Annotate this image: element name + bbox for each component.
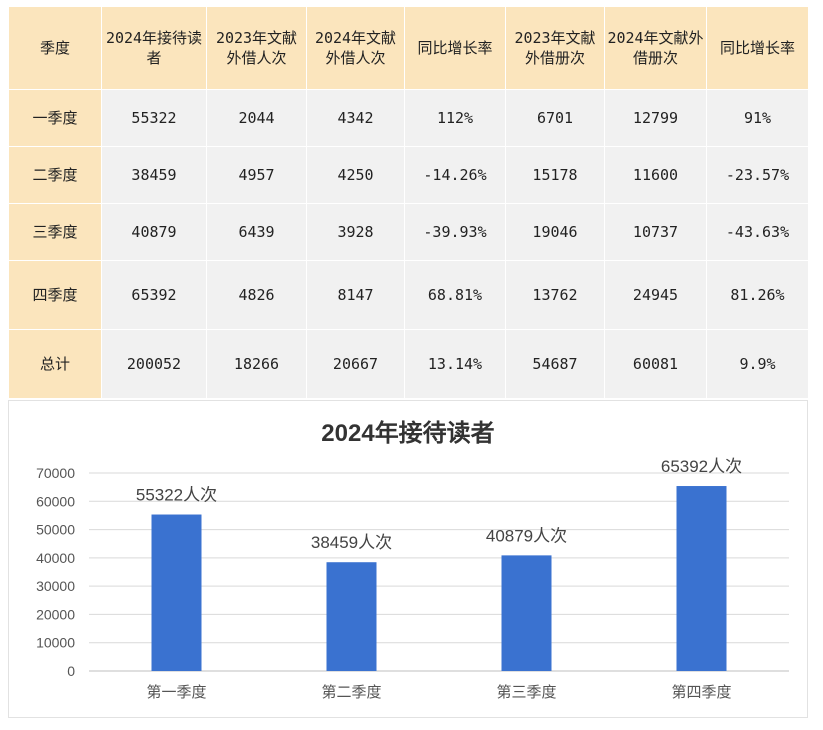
- chart-title: 2024年接待读者: [321, 419, 494, 447]
- table-cell: 15178: [505, 146, 605, 204]
- table-cell: 13.14%: [404, 329, 506, 399]
- y-tick-label: 0: [67, 663, 75, 679]
- table-cell: 4250: [306, 146, 405, 204]
- table-cell: 11600: [604, 146, 707, 204]
- header-cell: 2023年文献外借册次: [505, 6, 605, 90]
- chart-y-axis: 0 10000 20000 30000 40000 50000 60000 70000: [36, 465, 75, 679]
- table-cell: 20667: [306, 329, 405, 399]
- table-cell: 9.9%: [706, 329, 809, 399]
- header-cell: 2024年文献外借人次: [306, 6, 405, 90]
- header-cell: 2024年接待读者: [101, 6, 207, 90]
- table-cell: 55322: [101, 89, 207, 147]
- x-tick-label: 第二季度: [321, 683, 381, 701]
- table-cell: 6701: [505, 89, 605, 147]
- data-label: 55322人次: [136, 486, 217, 505]
- table-cell: -39.93%: [404, 203, 506, 261]
- x-tick-label: 第四季度: [671, 683, 731, 701]
- header-cell: 2023年文献外借人次: [206, 6, 307, 90]
- table-row-total: 总计 200052 18266 20667 13.14% 54687 60081…: [8, 329, 809, 399]
- table-row: 一季度 55322 2044 4342 112% 6701 12799 91%: [8, 89, 809, 147]
- header-cell: 季度: [8, 6, 102, 90]
- x-tick-label: 第三季度: [496, 683, 556, 701]
- y-tick-label: 10000: [36, 635, 75, 651]
- table-cell: 13762: [505, 260, 605, 330]
- table-cell: 4826: [206, 260, 307, 330]
- row-label-cell: 一季度: [8, 89, 102, 147]
- table-row: 二季度 38459 4957 4250 -14.26% 15178 11600 …: [8, 146, 809, 204]
- table-cell: 19046: [505, 203, 605, 261]
- chart-gridlines: [89, 472, 789, 672]
- table-cell: 81.26%: [706, 260, 809, 330]
- table-cell: -23.57%: [706, 146, 809, 204]
- y-tick-label: 20000: [36, 606, 75, 622]
- table-cell: 24945: [604, 260, 707, 330]
- table-header-row: 季度 2024年接待读者 2023年文献外借人次 2024年文献外借人次 同比增…: [8, 6, 809, 90]
- table-cell: 60081: [604, 329, 707, 399]
- table-cell: 2044: [206, 89, 307, 147]
- y-tick-label: 60000: [36, 493, 75, 509]
- table-cell: 54687: [505, 329, 605, 399]
- table-cell: -43.63%: [706, 203, 809, 261]
- bar: [151, 514, 202, 671]
- bar: [326, 562, 377, 671]
- row-label-cell: 总计: [8, 329, 102, 399]
- header-cell: 同比增长率: [404, 6, 506, 90]
- row-label-cell: 三季度: [8, 203, 102, 261]
- table-cell: 6439: [206, 203, 307, 261]
- table-cell: 40879: [101, 203, 207, 261]
- table-cell: 18266: [206, 329, 307, 399]
- y-tick-label: 40000: [36, 550, 75, 566]
- bar-chart: 2024年接待读者 0 10000 20000 30000 40000 50000 6000…: [36, 419, 789, 701]
- bar: [501, 555, 552, 671]
- statistics-table: 季度 2024年接待读者 2023年文献外借人次 2024年文献外借人次 同比增…: [8, 6, 809, 399]
- bar-chart-container: 2024年接待读者 0 10000 20000 30000 40000 50000 6000…: [8, 400, 808, 718]
- y-tick-label: 70000: [36, 465, 75, 481]
- table-cell: 68.81%: [404, 260, 506, 330]
- data-label: 38459人次: [311, 533, 392, 552]
- table-cell: 12799: [604, 89, 707, 147]
- table-cell: 200052: [101, 329, 207, 399]
- table-cell: 38459: [101, 146, 207, 204]
- table-cell: 4342: [306, 89, 405, 147]
- table-cell: -14.26%: [404, 146, 506, 204]
- row-label-cell: 二季度: [8, 146, 102, 204]
- bar: [676, 486, 727, 671]
- table-row: 四季度 65392 4826 8147 68.81% 13762 24945 8…: [8, 260, 809, 330]
- chart-x-axis: 第一季度 第二季度 第三季度 第四季度: [146, 683, 731, 701]
- table-cell: 112%: [404, 89, 506, 147]
- table-row: 三季度 40879 6439 3928 -39.93% 19046 10737 …: [8, 203, 809, 261]
- header-cell: 2024年文献外借册次: [604, 6, 707, 90]
- table-cell: 8147: [306, 260, 405, 330]
- y-tick-label: 50000: [36, 522, 75, 538]
- header-cell: 同比增长率: [706, 6, 809, 90]
- statistics-table-container: 季度 2024年接待读者 2023年文献外借人次 2024年文献外借人次 同比增…: [8, 6, 809, 399]
- table-cell: 91%: [706, 89, 809, 147]
- data-label: 65392人次: [661, 457, 742, 476]
- x-tick-label: 第一季度: [146, 683, 206, 701]
- table-cell: 65392: [101, 260, 207, 330]
- chart-bars: 55322人次 38459人次 40879人次 65392人次: [136, 457, 742, 671]
- table-cell: 3928: [306, 203, 405, 261]
- table-cell: 4957: [206, 146, 307, 204]
- y-tick-label: 30000: [36, 578, 75, 594]
- row-label-cell: 四季度: [8, 260, 102, 330]
- data-label: 40879人次: [486, 526, 567, 545]
- table-cell: 10737: [604, 203, 707, 261]
